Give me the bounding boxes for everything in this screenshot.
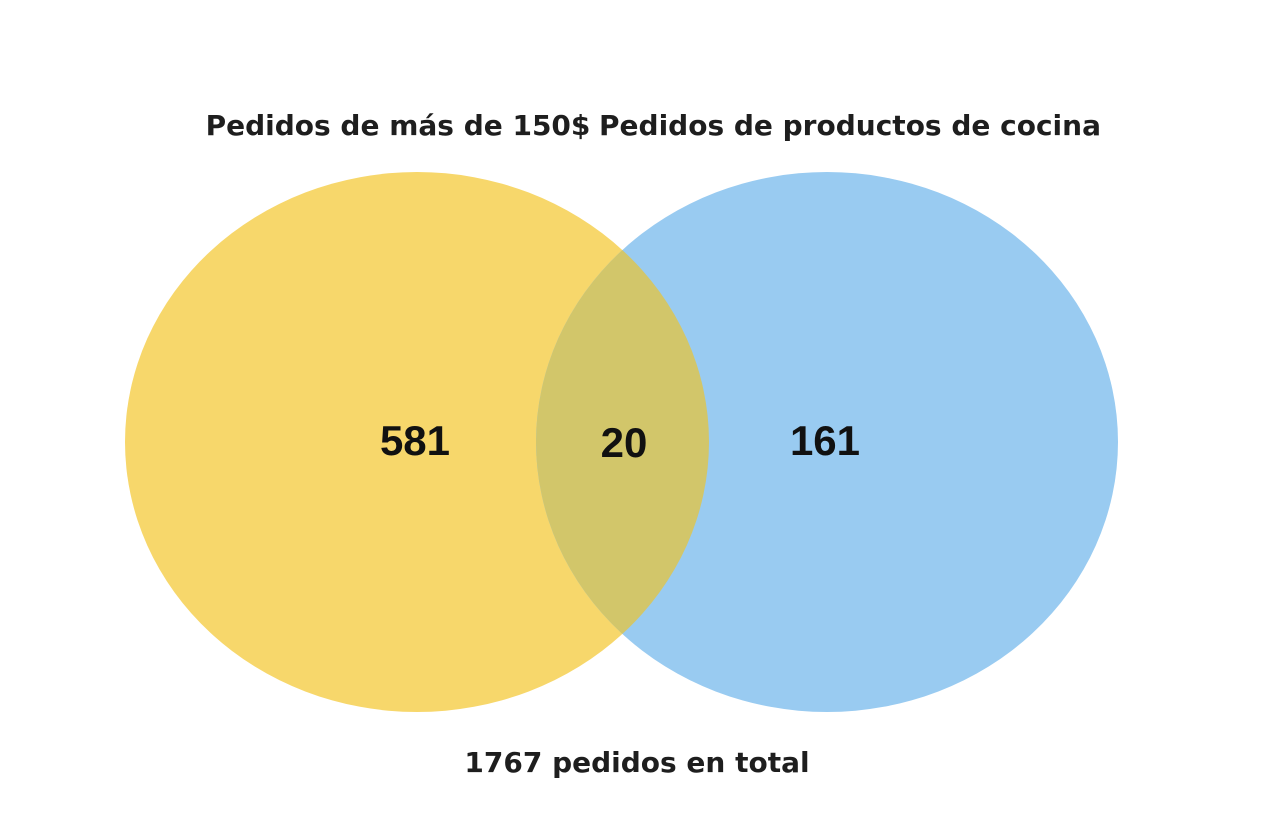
total-orders-label: 1767 pedidos en total (464, 746, 809, 779)
set-b-circle (536, 172, 1118, 712)
set-a-only-count: 581 (380, 417, 450, 464)
set-b-only-count: 161 (790, 417, 860, 464)
set-a-circle (125, 172, 709, 712)
set-b-label: Pedidos de productos de cocina (599, 109, 1101, 142)
intersection-count: 20 (601, 419, 648, 466)
set-a-label: Pedidos de más de 150$ (206, 109, 591, 142)
